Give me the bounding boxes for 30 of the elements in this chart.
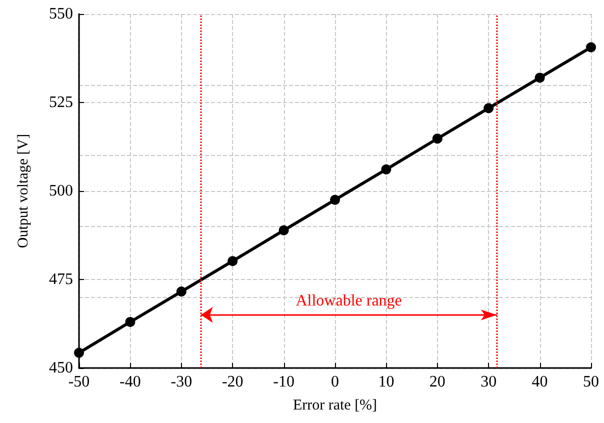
point: [228, 256, 238, 266]
x-tick-label: 10: [378, 374, 394, 390]
point: [74, 348, 84, 358]
x-tick-label: -30: [170, 374, 192, 390]
y-tick-label: 500: [49, 182, 73, 200]
point: [586, 42, 596, 52]
point: [432, 134, 442, 144]
point: [278, 225, 289, 236]
point: [125, 316, 136, 327]
y-tick-label: 475: [49, 271, 73, 288]
y-tick-label: 450: [49, 360, 73, 376]
point: [534, 72, 545, 83]
point: [484, 103, 494, 114]
y-tick-label: 525: [49, 94, 73, 111]
x-tick-label: 20: [429, 374, 446, 390]
point: [381, 164, 392, 174]
y-axis-title: Output voltage [V]: [16, 134, 32, 248]
x-tick-label: -50: [68, 374, 90, 390]
point: [176, 286, 186, 297]
x-tick-label: 40: [532, 374, 548, 390]
y-tick-label: 550: [49, 6, 73, 22]
x-tick-label: 0: [331, 374, 339, 390]
x-tick-label: 30: [480, 374, 497, 390]
x-axis-title: Error rate [%]: [292, 398, 378, 414]
x-tick-label: -40: [120, 374, 141, 390]
x-tick-label: -20: [222, 374, 244, 390]
x-tick-label: 50: [583, 374, 599, 390]
annotation: Allowable range: [296, 292, 402, 310]
point: [330, 194, 340, 205]
x-tick-label: -10: [273, 374, 294, 390]
